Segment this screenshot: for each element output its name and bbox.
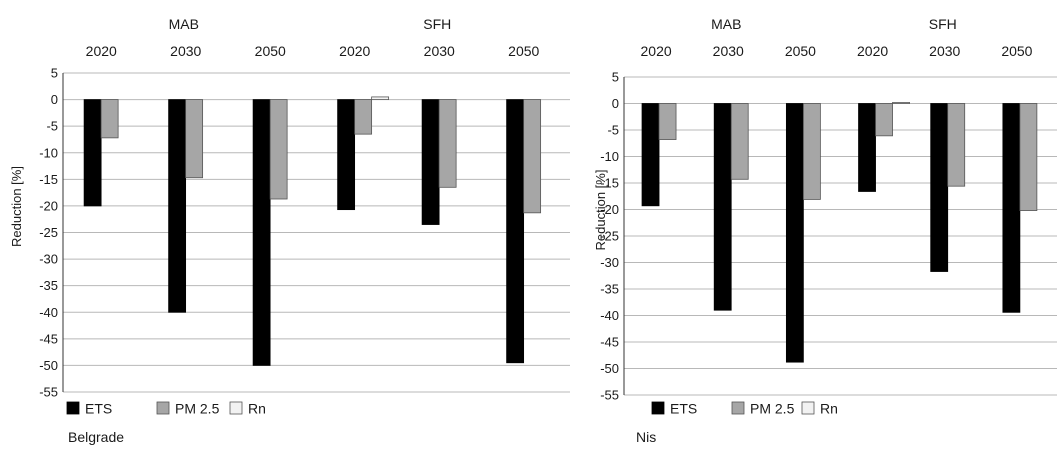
bar-pm25 xyxy=(1019,103,1038,211)
bar-pm25 xyxy=(802,103,821,200)
chart-caption: Nis xyxy=(636,429,656,445)
legend-swatch xyxy=(731,401,745,415)
bar-ets xyxy=(1002,103,1021,313)
legend-swatch xyxy=(66,401,80,415)
legend-label: PM 2.5 xyxy=(175,401,220,417)
bar-ets xyxy=(858,103,876,192)
bar-pm25 xyxy=(947,103,966,187)
y-tick-label: -25 xyxy=(600,229,619,244)
y-tick-label: -25 xyxy=(39,225,58,240)
legend-label: ETS xyxy=(670,401,697,417)
y-tick-label: -35 xyxy=(39,278,58,293)
y-tick-label: 0 xyxy=(51,92,58,107)
bar-ets xyxy=(506,99,525,364)
bar-pm25 xyxy=(185,99,204,179)
group-label: SFH xyxy=(929,16,957,32)
y-tick-label: -10 xyxy=(39,145,58,160)
legend-label: Rn xyxy=(820,401,838,417)
bar-pm25 xyxy=(658,103,677,140)
category-label: 2030 xyxy=(170,43,201,59)
y-tick-label: -45 xyxy=(39,331,58,346)
legend-swatch xyxy=(801,401,815,415)
y-tick-label: -5 xyxy=(46,119,58,134)
group-label: MAB xyxy=(711,16,741,32)
bar-ets xyxy=(252,99,271,366)
bar-ets xyxy=(421,99,440,225)
y-tick-label: -40 xyxy=(600,308,619,323)
y-tick-label: -10 xyxy=(600,149,619,164)
chart-belgrade: 5 0 -5 -10 -15 -20 -25 -30 -35 -40 -45 -50 -55 Reduct… xyxy=(9,16,570,445)
category-label: 2030 xyxy=(713,43,744,59)
bar-pm25 xyxy=(730,103,749,180)
bar-pm25 xyxy=(523,99,542,214)
bar-ets xyxy=(713,103,732,311)
bar-ets xyxy=(168,99,187,313)
y-axis-title: Reduction [%] xyxy=(9,166,24,247)
y-tick-label: -5 xyxy=(607,123,619,138)
y-tick-label: -50 xyxy=(600,361,619,376)
y-tick-label: -15 xyxy=(39,172,58,187)
category-label: 2050 xyxy=(255,43,286,59)
category-label: 2030 xyxy=(424,43,455,59)
y-tick-label: -45 xyxy=(600,335,619,350)
category-label: 2050 xyxy=(508,43,539,59)
category-label: 2030 xyxy=(929,43,960,59)
y-tick-label: 5 xyxy=(612,70,619,85)
y-tick-label: 5 xyxy=(51,66,58,81)
category-label: 2020 xyxy=(339,43,370,59)
legend-label: Rn xyxy=(248,401,266,417)
group-label: MAB xyxy=(169,16,199,32)
bar-ets xyxy=(785,103,804,363)
y-tick-label: -15 xyxy=(600,176,619,191)
y-tick-label: -35 xyxy=(600,282,619,297)
y-tick-label: -20 xyxy=(600,202,619,217)
category-label: 2050 xyxy=(785,43,816,59)
legend-label: ETS xyxy=(85,401,112,417)
y-tick-label: -55 xyxy=(600,388,619,403)
bar-rn xyxy=(892,102,910,104)
bar-ets xyxy=(641,103,660,207)
bar-pm25 xyxy=(875,103,893,137)
y-tick-label: 0 xyxy=(612,96,619,111)
bar-ets xyxy=(83,99,102,207)
legend-swatch xyxy=(651,401,665,415)
y-tick-label: -55 xyxy=(39,385,58,400)
y-tick-label: -50 xyxy=(39,358,58,373)
bar-rn xyxy=(371,96,390,100)
legend-label: PM 2.5 xyxy=(750,401,795,417)
chart-caption: Belgrade xyxy=(68,429,124,445)
chart-nis: 5 0 -5 -10 -15 -20 -25 -30 -35 -40 -45 -50 -55 Reduct… xyxy=(593,16,1057,445)
legend-swatch xyxy=(156,401,170,415)
category-label: 2050 xyxy=(1001,43,1032,59)
y-tick-label: -30 xyxy=(39,252,58,267)
legend-swatch xyxy=(229,401,243,415)
y-tick-label: -30 xyxy=(600,255,619,270)
bar-pm25 xyxy=(100,99,119,139)
bar-pm25 xyxy=(438,99,457,188)
y-tick-label: -40 xyxy=(39,305,58,320)
category-label: 2020 xyxy=(86,43,117,59)
group-label: SFH xyxy=(423,16,451,32)
bar-pm25 xyxy=(269,99,288,200)
bar-pm25 xyxy=(354,99,373,135)
y-tick-label: -20 xyxy=(39,198,58,213)
bar-ets xyxy=(930,103,949,272)
category-label: 2020 xyxy=(641,43,672,59)
bar-ets xyxy=(337,99,356,211)
y-axis-title: Reduction [%] xyxy=(593,170,608,251)
category-label: 2020 xyxy=(857,43,888,59)
